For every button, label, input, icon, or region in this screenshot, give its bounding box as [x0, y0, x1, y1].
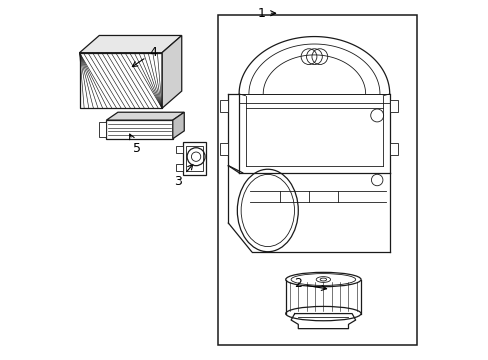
Bar	[220, 100, 228, 112]
Bar	[99, 122, 106, 137]
Polygon shape	[172, 112, 184, 139]
Polygon shape	[80, 36, 182, 53]
Text: 5: 5	[129, 134, 141, 155]
Text: 2: 2	[293, 278, 326, 291]
Bar	[182, 142, 205, 175]
Bar	[106, 120, 172, 139]
Bar	[80, 53, 162, 108]
Text: 1: 1	[257, 7, 275, 20]
Text: 4: 4	[132, 46, 157, 67]
Polygon shape	[162, 36, 182, 108]
Bar	[389, 100, 397, 112]
Bar	[217, 15, 416, 345]
Bar	[220, 143, 228, 155]
Bar	[185, 146, 203, 171]
Bar	[389, 143, 397, 155]
Text: 3: 3	[174, 165, 192, 188]
Polygon shape	[106, 112, 184, 120]
Bar	[176, 146, 182, 153]
Bar	[176, 164, 182, 171]
